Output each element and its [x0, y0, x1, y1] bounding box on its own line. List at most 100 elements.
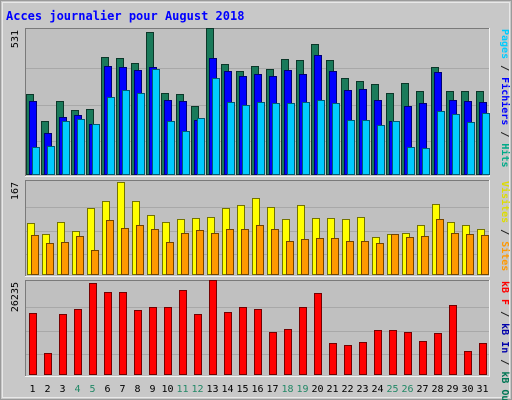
bar-bandwidth-kb-f-day-16: [254, 309, 262, 375]
legend-entry: Pages: [499, 29, 510, 59]
legend-entry: /: [499, 59, 510, 71]
bar-visits-sites-day-3: [61, 242, 69, 275]
x-tick-label-day-8: 8: [134, 384, 140, 395]
bar-traffic-pages-day-18: [287, 103, 295, 175]
bar-bandwidth-kb-f-day-8: [134, 310, 142, 375]
bar-bandwidth-kb-f-day-26: [404, 332, 412, 375]
bar-traffic-pages-day-11: [182, 131, 190, 175]
bar-traffic-pages-day-22: [347, 120, 355, 175]
x-tick-label-day-25: 25: [386, 384, 398, 395]
bar-bandwidth-kb-f-day-22: [344, 345, 352, 375]
x-tick-label-day-31: 31: [476, 384, 488, 395]
x-tick-label-day-13: 13: [206, 384, 218, 395]
bar-traffic-pages-day-28: [437, 111, 445, 175]
bar-visits-sites-day-17: [271, 229, 279, 275]
x-tick-label-day-7: 7: [119, 384, 125, 395]
legend-entry: /: [499, 223, 510, 235]
bar-visits-sites-day-9: [151, 229, 159, 275]
bar-visits-sites-day-31: [481, 235, 489, 275]
bar-visits-sites-day-4: [76, 236, 84, 275]
bar-visits-sites-day-15: [241, 229, 249, 275]
legend-entry: /: [499, 305, 510, 317]
x-tick-label-day-1: 1: [29, 384, 35, 395]
bar-traffic-pages-day-27: [422, 148, 430, 175]
bar-bandwidth-kb-f-day-24: [374, 330, 382, 375]
bar-traffic-pages-day-13: [212, 78, 220, 175]
x-tick-label-day-23: 23: [356, 384, 368, 395]
bar-visits-sites-day-25: [391, 234, 399, 275]
x-tick-label-day-20: 20: [311, 384, 323, 395]
bar-traffic-pages-day-26: [407, 147, 415, 175]
x-tick-label-day-30: 30: [461, 384, 473, 395]
bar-visits-sites-day-29: [451, 233, 459, 275]
bar-bandwidth-kb-f-day-5: [89, 283, 97, 375]
bar-visits-sites-day-26: [406, 237, 414, 275]
x-tick-label-day-27: 27: [416, 384, 428, 395]
bar-visits-sites-day-7: [121, 228, 129, 275]
bar-visits-sites-day-19: [301, 239, 309, 275]
x-tick-label-day-3: 3: [59, 384, 65, 395]
bar-bandwidth-kb-f-day-1: [29, 313, 37, 375]
legend-entry: Hits: [499, 137, 511, 167]
x-tick-label-day-29: 29: [446, 384, 458, 395]
bar-traffic-pages-day-8: [137, 93, 145, 175]
bar-bandwidth-kb-f-day-17: [269, 332, 277, 375]
bar-bandwidth-kb-f-day-6: [104, 292, 112, 375]
x-tick-label-day-2: 2: [44, 384, 50, 395]
bar-bandwidth-kb-f-day-9: [149, 307, 157, 375]
bar-traffic-pages-day-17: [272, 103, 280, 175]
bar-traffic-pages-day-19: [302, 102, 310, 175]
bar-bandwidth-kb-f-day-13: [209, 280, 217, 375]
x-tick-label-day-22: 22: [341, 384, 353, 395]
bar-visits-sites-day-28: [436, 219, 444, 275]
bar-bandwidth-kb-f-day-28: [434, 333, 442, 375]
legend-entry: /: [499, 125, 510, 137]
bar-traffic-pages-day-16: [257, 102, 265, 175]
x-tick-label-day-9: 9: [149, 384, 155, 395]
bar-traffic-pages-day-14: [227, 102, 235, 175]
bar-bandwidth-kb-f-day-19: [299, 307, 307, 375]
bar-bandwidth-kb-f-day-27: [419, 341, 427, 375]
bar-visits-sites-day-14: [226, 229, 234, 275]
panel-visits-legend: Visites / Sites: [499, 181, 511, 271]
panel-traffic-max-label: 531: [10, 30, 21, 48]
x-tick-label-day-17: 17: [266, 384, 278, 395]
bar-bandwidth-kb-f-day-4: [74, 309, 82, 375]
x-tick-label-day-26: 26: [401, 384, 413, 395]
bar-visits-sites-day-24: [376, 243, 384, 275]
bar-traffic-pages-day-9: [152, 69, 160, 175]
bar-visits-sites-day-2: [46, 243, 54, 275]
bar-traffic-pages-day-5: [92, 124, 100, 175]
bar-visits-sites-day-27: [421, 236, 429, 275]
bar-visits-sites-day-20: [316, 238, 324, 275]
legend-entry: Sites: [499, 235, 511, 271]
bar-traffic-pages-day-7: [122, 90, 130, 175]
bar-bandwidth-kb-f-day-21: [329, 343, 337, 375]
bar-traffic-pages-day-10: [167, 121, 175, 175]
bar-traffic-pages-day-29: [452, 114, 460, 175]
panel-visits-max-label: 167: [10, 182, 21, 200]
bar-traffic-pages-day-1: [32, 147, 40, 175]
bar-visits-sites-day-8: [136, 225, 144, 275]
bar-visits-sites-day-13: [211, 233, 219, 275]
bar-bandwidth-kb-f-day-23: [359, 342, 367, 375]
bar-visits-sites-day-22: [346, 241, 354, 275]
bar-bandwidth-kb-f-day-11: [179, 290, 187, 375]
bar-visits-sites-day-11: [181, 233, 189, 275]
x-tick-label-day-4: 4: [74, 384, 80, 395]
legend-entry: kB In: [499, 317, 510, 353]
bar-traffic-pages-day-21: [332, 103, 340, 175]
x-tick-label-day-24: 24: [371, 384, 383, 395]
x-axis-labels: 1 2 3 4 5 6 7 8 9 10 11 12 13 14 15 16 17 18 19 20 21 22 23 24 2…: [29, 384, 488, 395]
bar-traffic-pages-day-3: [62, 121, 70, 175]
panel-bandwidth-legend: kB F / kB In / kB Out: [499, 281, 510, 400]
bar-visits-sites-day-23: [361, 241, 369, 275]
x-tick-label-day-14: 14: [221, 384, 233, 395]
bar-traffic-pages-day-24: [377, 125, 385, 175]
bar-bandwidth-kb-f-day-29: [449, 305, 457, 375]
bar-traffic-pages-day-30: [467, 122, 475, 175]
bar-bandwidth-kb-f-day-12: [194, 314, 202, 375]
